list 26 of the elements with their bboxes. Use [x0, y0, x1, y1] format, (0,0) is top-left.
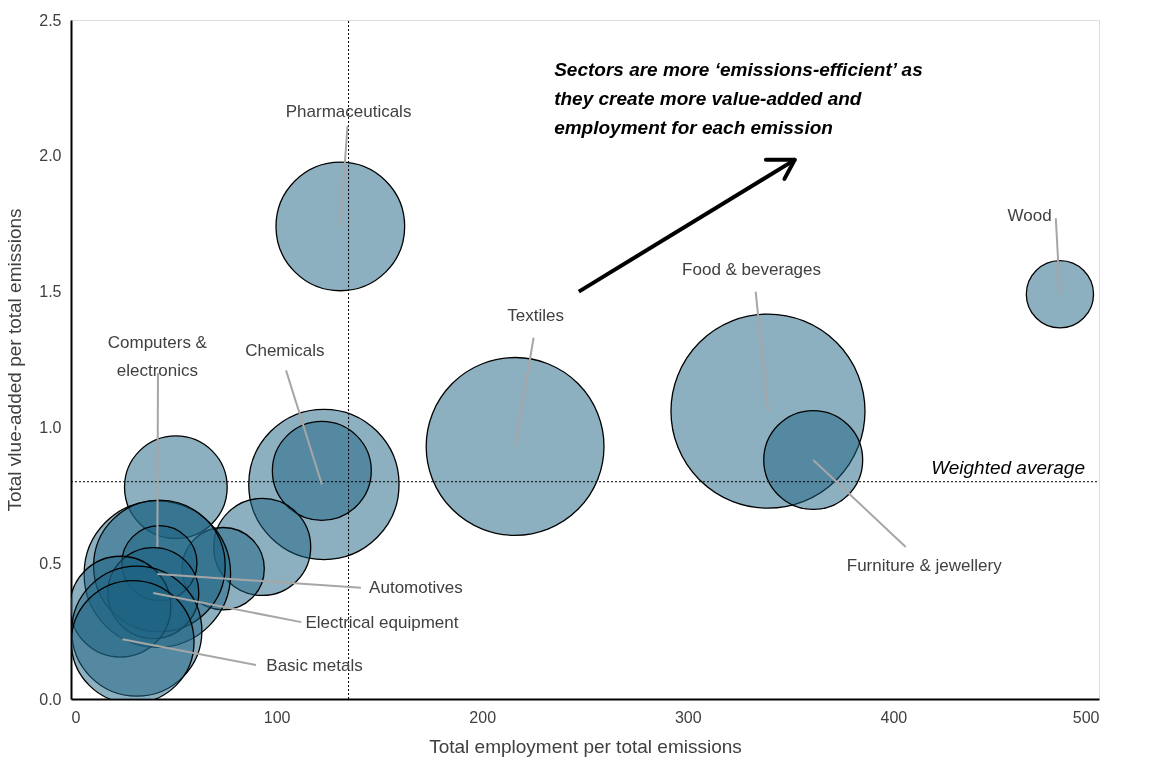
x-tick-label: 500 [1072, 708, 1100, 726]
annotation: Furniture & jewellery [846, 555, 1003, 575]
ref-line-label: Weighted average [931, 456, 1085, 478]
x-axis-title: Total employment per total emissions [429, 735, 742, 757]
annotation: Textiles [507, 306, 564, 326]
annotation: Sectors are more ‘emissions-efficient’ as they create more value-added and employment for each emission [554, 58, 923, 138]
y-tick-label: 2.0 [39, 147, 62, 165]
annotation: Wood [1007, 205, 1052, 225]
x-tick-label: 0 [71, 708, 81, 726]
x-tick-label: 300 [674, 708, 702, 726]
x-tick-label: 100 [263, 708, 291, 726]
y-tick-label: 1.0 [39, 418, 62, 436]
y-tick-label: 1.5 [39, 283, 62, 301]
annotation: Basic metals [266, 656, 363, 676]
y-tick-label: 0.5 [39, 554, 62, 572]
annotation: Pharmaceuticals [285, 102, 412, 122]
x-tick-label: 400 [880, 708, 908, 726]
annotation: Food & beverages [682, 259, 821, 279]
y-axis-title: Total vlue-added per total emissions [4, 208, 26, 512]
annotation: Computers & electronics [107, 333, 208, 381]
x-tick-label: 200 [469, 708, 497, 726]
y-tick-label: 0.0 [39, 690, 62, 708]
y-tick-label: 2.5 [39, 11, 62, 29]
annotation: Automotives [369, 577, 463, 597]
annotation: Electrical equipment [305, 612, 459, 632]
annotation: Chemicals [245, 341, 325, 361]
